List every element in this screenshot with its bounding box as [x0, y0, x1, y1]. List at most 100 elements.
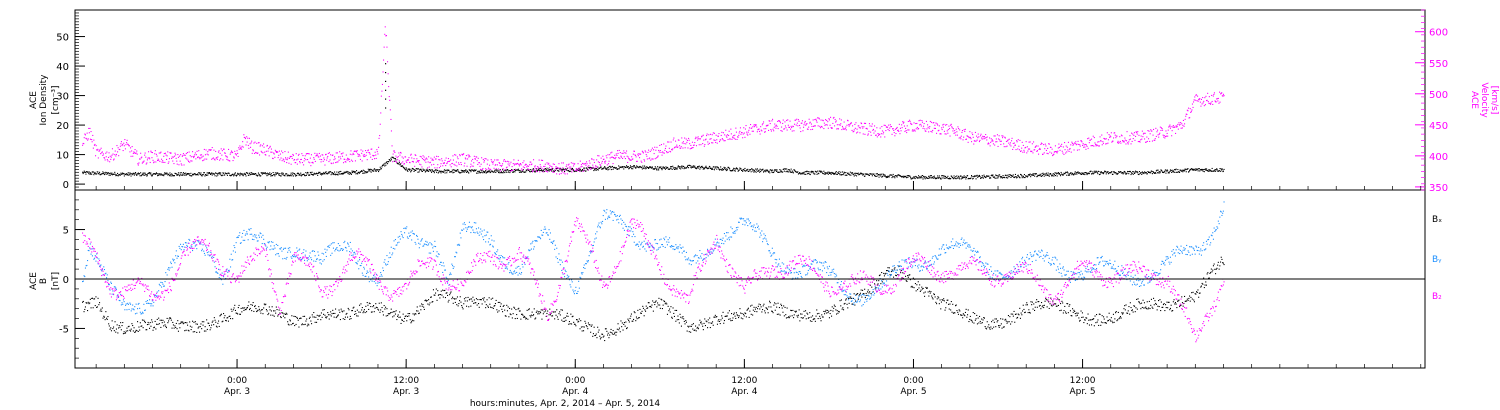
data-point — [304, 175, 306, 177]
data-point — [419, 163, 421, 165]
data-point — [502, 305, 504, 307]
data-point — [679, 166, 681, 168]
data-point — [412, 168, 414, 170]
data-point — [1088, 173, 1090, 175]
data-point — [1075, 172, 1077, 174]
data-point — [256, 142, 258, 144]
data-point — [106, 317, 108, 319]
data-point — [1100, 171, 1102, 173]
data-point — [249, 172, 251, 174]
data-point — [576, 319, 578, 321]
data-point — [878, 133, 880, 135]
data-point — [330, 162, 332, 164]
data-point — [691, 324, 693, 326]
data-point — [220, 158, 222, 160]
data-point — [262, 313, 264, 315]
data-point — [1114, 172, 1116, 174]
data-point — [155, 328, 157, 330]
data-point — [339, 311, 341, 313]
data-point — [512, 171, 514, 173]
data-point — [611, 151, 613, 153]
data-point — [745, 170, 747, 172]
data-point — [579, 160, 581, 162]
data-point — [405, 169, 407, 171]
data-point — [1211, 170, 1213, 172]
data-point — [494, 303, 496, 305]
data-point — [313, 158, 315, 160]
data-point — [185, 153, 187, 155]
data-point — [159, 174, 161, 176]
data-point — [661, 154, 663, 156]
data-point — [1137, 131, 1139, 133]
data-point — [495, 171, 497, 173]
data-point — [132, 155, 134, 157]
data-point — [398, 163, 400, 165]
data-point — [1157, 172, 1159, 174]
data-point — [672, 165, 674, 167]
data-point — [135, 172, 137, 174]
data-point — [652, 300, 654, 302]
data-point — [991, 175, 993, 177]
data-point — [946, 130, 948, 132]
data-point — [620, 156, 622, 158]
data-point — [960, 135, 962, 137]
data-point — [1192, 169, 1194, 171]
data-point — [411, 169, 413, 171]
data-point — [1001, 135, 1003, 137]
data-point — [563, 168, 565, 170]
data-point — [228, 172, 230, 174]
data-point — [657, 168, 659, 170]
data-point — [328, 318, 330, 320]
data-point — [605, 160, 607, 162]
data-point — [185, 172, 187, 174]
data-point — [557, 170, 559, 172]
data-point — [203, 159, 205, 161]
data-point — [755, 168, 757, 170]
data-point — [872, 173, 874, 175]
data-point — [726, 169, 728, 171]
data-point — [192, 331, 194, 333]
data-point — [486, 169, 488, 171]
data-point — [1137, 141, 1139, 143]
data-point — [246, 307, 248, 309]
data-point — [392, 161, 394, 163]
data-point — [823, 170, 825, 172]
data-point — [694, 167, 696, 169]
data-point — [669, 308, 671, 310]
data-point — [97, 157, 99, 159]
data-point — [866, 128, 868, 130]
data-point — [1051, 152, 1053, 154]
data-point — [295, 153, 297, 155]
data-point — [425, 161, 427, 163]
data-point — [609, 334, 611, 336]
data-point — [816, 173, 818, 175]
data-point — [616, 331, 618, 333]
data-point — [265, 303, 267, 305]
data-point — [1016, 176, 1018, 178]
data-point — [628, 168, 630, 170]
data-point — [108, 174, 110, 176]
data-point — [862, 174, 864, 176]
data-point — [1161, 170, 1163, 172]
data-point — [1082, 172, 1084, 174]
data-point — [578, 167, 580, 169]
data-point — [493, 171, 495, 173]
data-point — [379, 123, 381, 125]
data-point — [583, 163, 585, 165]
data-point — [1163, 136, 1165, 138]
data-point — [933, 127, 935, 129]
data-point — [764, 131, 766, 133]
data-point — [963, 177, 965, 179]
data-point — [778, 120, 780, 122]
data-point — [670, 306, 672, 308]
data-point — [108, 152, 110, 154]
data-point — [558, 163, 560, 165]
data-point — [1177, 123, 1179, 125]
data-point — [1102, 173, 1104, 175]
data-point — [1206, 100, 1208, 102]
data-point — [723, 166, 725, 168]
data-point — [1213, 92, 1215, 94]
data-point — [661, 299, 663, 301]
data-point — [810, 170, 812, 172]
data-point — [202, 174, 204, 176]
